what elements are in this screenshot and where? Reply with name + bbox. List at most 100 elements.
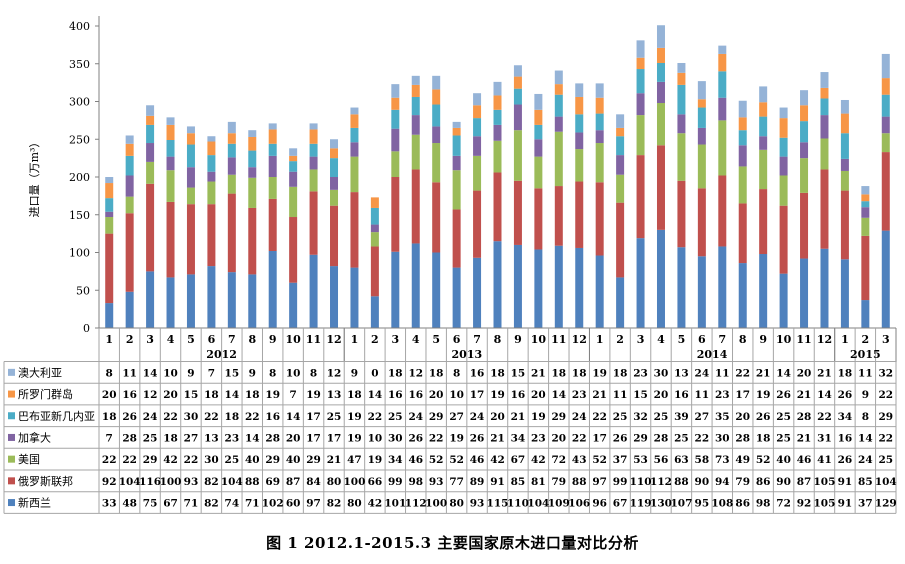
table-cell: 17 <box>306 411 321 423</box>
table-cell: 79 <box>735 476 750 488</box>
bar-segment-2-12 <box>350 156 359 193</box>
bar-segment-6-3 <box>166 117 175 125</box>
bar-segment-2-22 <box>554 131 563 187</box>
table-cell: 66 <box>368 476 383 488</box>
table-cell: 34 <box>388 454 403 466</box>
table-cell: 15 <box>511 367 526 379</box>
table-cell: 19 <box>756 389 771 401</box>
bar-segment-2-23 <box>575 149 584 182</box>
table-cell: 98 <box>756 498 771 510</box>
table-cell: 19 <box>347 411 362 423</box>
bar-segment-4-15 <box>411 96 420 116</box>
table-cell: 20 <box>490 411 505 423</box>
bar-segment-0-6 <box>227 272 236 328</box>
bar-segment-5-36 <box>840 113 849 134</box>
table-cell: 19 <box>306 389 321 401</box>
bar-segment-1-6 <box>227 193 236 273</box>
table-cell: 25 <box>674 432 689 444</box>
x-month-label: 2 <box>616 333 624 346</box>
bar-segment-5-4 <box>186 133 195 145</box>
table-cell: 11 <box>715 367 730 379</box>
table-cell: 22 <box>572 432 587 444</box>
bar-segment-5-19 <box>493 95 502 110</box>
bar-segment-5-38 <box>881 78 890 95</box>
bar-segment-4-13 <box>370 207 379 225</box>
table-cell: 17 <box>327 432 342 444</box>
x-month-label: 9 <box>269 333 277 346</box>
x-month-label: 3 <box>391 333 399 346</box>
bar-segment-1-15 <box>411 169 420 244</box>
bar-segment-3-30 <box>718 97 727 121</box>
bar-segment-1-33 <box>779 205 788 274</box>
bar-segment-6-32 <box>759 86 768 103</box>
bar-segment-6-30 <box>718 45 727 54</box>
table-cell: 20 <box>163 389 178 401</box>
table-cell: 72 <box>776 498 791 510</box>
y-tick-label: 150 <box>69 209 90 222</box>
bar-segment-3-17 <box>452 155 461 171</box>
table-cell: 14 <box>858 432 873 444</box>
bar-segment-0-30 <box>718 246 727 328</box>
bar-segment-3-11 <box>330 177 339 190</box>
x-month-label: 1 <box>105 333 113 346</box>
table-cell: 25 <box>225 454 240 466</box>
table-cell: 43 <box>572 454 587 466</box>
table-cell: 10 <box>368 432 383 444</box>
bar-segment-4-9 <box>289 161 298 172</box>
table-cell: 11 <box>695 389 710 401</box>
table-cell: 22 <box>204 411 219 423</box>
x-month-label: 6 <box>698 333 706 346</box>
bar-segment-6-1 <box>125 135 134 144</box>
bar-segment-6-7 <box>248 130 257 137</box>
table-cell: 100 <box>160 476 182 488</box>
table-cell: 18 <box>245 389 260 401</box>
table-cell: 18 <box>572 367 587 379</box>
table-cell: 79 <box>551 476 566 488</box>
x-month-label: 4 <box>657 333 665 346</box>
table-cell: 92 <box>797 498 812 510</box>
table-cell: 86 <box>735 498 750 510</box>
bar-segment-4-12 <box>350 127 359 143</box>
x-month-label: 7 <box>228 333 236 346</box>
table-cell: 104 <box>527 498 549 510</box>
bar-segment-4-30 <box>718 71 727 98</box>
table-cell: 81 <box>531 476 546 488</box>
bar-segment-1-26 <box>636 155 645 239</box>
table-cell: 88 <box>572 476 587 488</box>
table-cell: 21 <box>797 432 812 444</box>
table-cell: 119 <box>630 498 652 510</box>
table-cell: 14 <box>225 389 240 401</box>
bar-segment-4-33 <box>779 137 788 157</box>
bar-segment-5-3 <box>166 124 175 141</box>
table-cell: 26 <box>122 411 137 423</box>
table-cell: 52 <box>592 454 607 466</box>
bar-segment-4-35 <box>820 98 829 116</box>
x-month-label: 1 <box>351 333 359 346</box>
bar-segment-4-14 <box>391 109 400 129</box>
bar-segment-1-34 <box>800 192 809 259</box>
table-cell: 19 <box>592 367 607 379</box>
bar-segment-0-14 <box>391 251 400 328</box>
bar-segment-6-34 <box>800 90 809 106</box>
table-cell: 49 <box>735 454 750 466</box>
table-cell: 18 <box>225 411 240 423</box>
table-cell: 18 <box>163 432 178 444</box>
bar-segment-3-27 <box>656 81 665 104</box>
table-cell: 16 <box>265 411 280 423</box>
bar-segment-0-8 <box>268 250 277 328</box>
table-cell: 21 <box>327 454 342 466</box>
table-cell: 71 <box>184 498 199 510</box>
table-cell: 87 <box>797 476 812 488</box>
bar-segment-3-36 <box>840 158 849 171</box>
bar-segment-3-33 <box>779 156 788 176</box>
table-cell: 37 <box>858 498 873 510</box>
table-cell: 48 <box>122 498 137 510</box>
bar-segment-0-29 <box>697 256 706 328</box>
table-cell: 24 <box>408 411 423 423</box>
legend-swatch-4 <box>8 412 15 420</box>
bar-segment-2-37 <box>861 217 870 236</box>
bar-segment-0-11 <box>330 266 339 328</box>
table-cell: 20 <box>429 389 444 401</box>
x-year-label: 2014 <box>697 348 728 361</box>
bar-segment-3-13 <box>370 224 379 233</box>
